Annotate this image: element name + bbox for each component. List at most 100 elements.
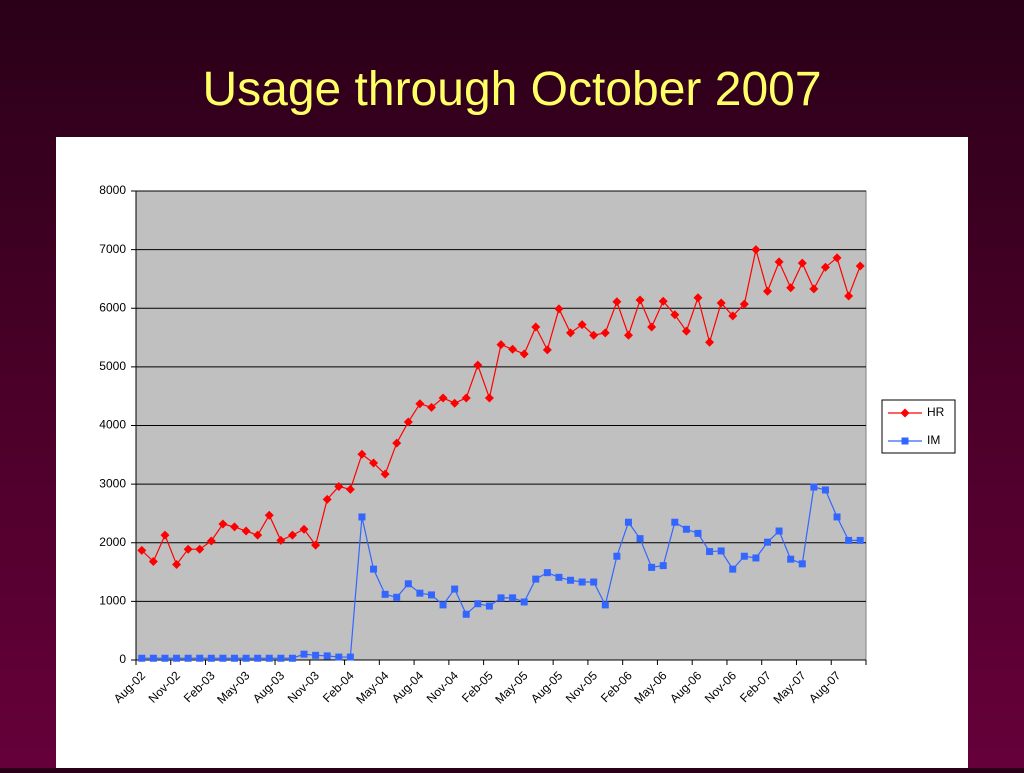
point xyxy=(740,552,748,560)
point xyxy=(173,654,181,662)
point xyxy=(728,311,738,321)
point xyxy=(797,258,807,268)
point xyxy=(613,552,621,560)
point xyxy=(543,569,551,577)
point xyxy=(786,283,796,293)
point xyxy=(682,525,690,533)
point xyxy=(508,344,518,354)
slide-title: Usage through October 2007 xyxy=(202,63,822,116)
point xyxy=(461,393,471,403)
point xyxy=(450,398,460,408)
point xyxy=(810,483,818,491)
point xyxy=(520,598,528,606)
point xyxy=(554,304,564,314)
point xyxy=(706,548,714,556)
point xyxy=(844,291,854,301)
point xyxy=(403,417,413,427)
point xyxy=(705,337,715,347)
point xyxy=(659,562,667,570)
point xyxy=(589,330,599,340)
point xyxy=(160,530,170,540)
point xyxy=(253,530,263,540)
legend-box xyxy=(881,399,956,454)
point xyxy=(265,654,273,662)
point xyxy=(196,654,204,662)
point xyxy=(739,299,749,309)
point xyxy=(532,575,540,583)
point xyxy=(751,245,761,255)
point xyxy=(496,340,506,350)
point xyxy=(149,654,157,662)
point xyxy=(716,298,726,308)
point xyxy=(485,602,493,610)
point xyxy=(380,469,390,479)
y-tick-label: 4000 xyxy=(99,418,126,432)
x-tick-label: Feb-05 xyxy=(459,668,496,705)
point xyxy=(427,591,435,599)
point xyxy=(855,261,865,271)
point xyxy=(392,438,402,448)
y-tick-label: 2000 xyxy=(99,535,126,549)
point xyxy=(276,535,286,545)
x-tick-label: Nov-02 xyxy=(146,668,183,705)
point xyxy=(612,297,622,307)
point xyxy=(729,565,737,573)
point xyxy=(184,654,192,662)
point xyxy=(462,610,470,618)
x-tick-label: Aug-06 xyxy=(667,668,704,705)
point xyxy=(600,328,610,338)
point xyxy=(809,284,819,294)
x-tick-label: Aug-05 xyxy=(528,668,565,705)
point xyxy=(694,529,702,537)
point xyxy=(323,652,331,660)
x-tick-label: Nov-06 xyxy=(702,668,739,705)
point xyxy=(357,449,367,459)
point xyxy=(566,328,576,338)
point xyxy=(241,526,251,536)
point xyxy=(288,654,296,662)
point xyxy=(484,393,494,403)
point xyxy=(636,535,644,543)
point xyxy=(230,654,238,662)
point xyxy=(567,576,575,584)
point xyxy=(752,554,760,562)
x-tick-label: Aug-02 xyxy=(111,668,148,705)
point xyxy=(369,458,379,468)
x-tick-label: May-05 xyxy=(492,668,530,706)
point xyxy=(531,322,541,332)
y-tick-label: 0 xyxy=(119,652,126,666)
point xyxy=(658,296,668,306)
point xyxy=(183,544,193,554)
point xyxy=(138,654,146,662)
y-tick-label: 6000 xyxy=(99,300,126,314)
point xyxy=(775,527,783,535)
point xyxy=(601,601,609,609)
point xyxy=(322,494,332,504)
point xyxy=(787,555,795,563)
point xyxy=(590,578,598,586)
point xyxy=(648,563,656,571)
point xyxy=(671,518,679,526)
point xyxy=(798,560,806,568)
point xyxy=(542,345,552,355)
x-tick-label: Feb-06 xyxy=(598,668,635,705)
point xyxy=(821,486,829,494)
chart-panel: 0 1000 2000 3000 4000 5000 6000 7000 8000 Aug-02 N… xyxy=(56,137,968,768)
point xyxy=(335,653,343,661)
x-tick-label: Aug-07 xyxy=(806,668,843,705)
point xyxy=(206,536,216,546)
x-tick-label: Nov-03 xyxy=(285,668,322,705)
legend-label: IM xyxy=(927,433,940,447)
legend-marker xyxy=(901,437,909,445)
point xyxy=(334,481,344,491)
point xyxy=(219,654,227,662)
y-tick-label: 7000 xyxy=(99,242,126,256)
point xyxy=(312,651,320,659)
y-tick-label: 5000 xyxy=(99,359,126,373)
point xyxy=(451,585,459,593)
point xyxy=(148,557,158,567)
point xyxy=(856,536,864,544)
point xyxy=(717,547,725,555)
point xyxy=(161,654,169,662)
